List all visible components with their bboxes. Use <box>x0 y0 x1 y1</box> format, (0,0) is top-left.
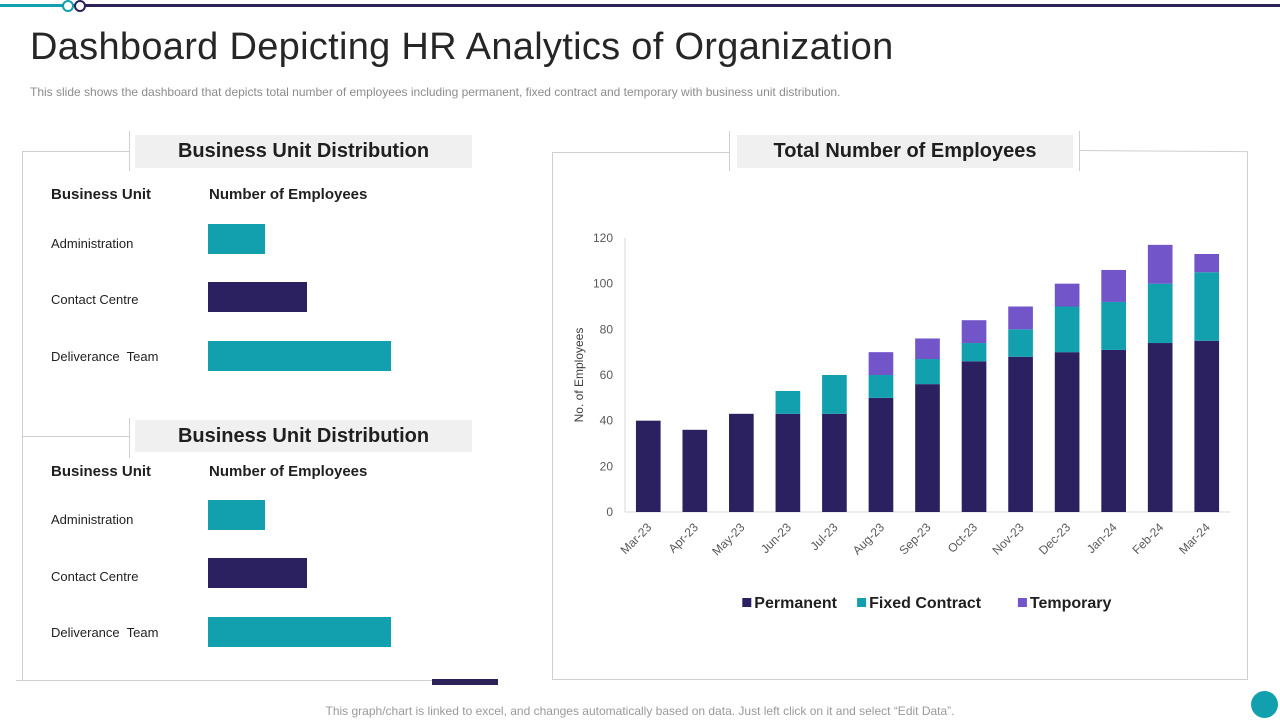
bar-segment <box>729 413 754 512</box>
legend-label: Temporary <box>1030 595 1112 612</box>
page-title: Dashboard Depicting HR Analytics of Orga… <box>30 26 894 68</box>
employees-chart: 0 20 40 60 80 100 120 No. of Employees Mar-23 Apr… <box>572 231 1230 612</box>
corner-dot <box>1251 691 1278 718</box>
column-header-count: Number of Employees <box>209 186 368 203</box>
bar-segment <box>1194 272 1220 341</box>
bar-segment <box>1194 340 1220 512</box>
bar-segment <box>1054 283 1080 307</box>
row-label: Administration <box>51 512 134 527</box>
bar-segment <box>1147 343 1173 512</box>
unit-bar <box>208 617 391 647</box>
unit-bar <box>208 282 307 312</box>
accent-bar <box>432 679 498 685</box>
panel-frame-line <box>129 418 130 458</box>
bar-segment <box>1008 329 1033 357</box>
bar-segment <box>1054 352 1080 512</box>
top-rule <box>0 4 1280 7</box>
x-tick-label: Jan-24 <box>1084 520 1120 556</box>
panel-frame-line <box>729 131 730 171</box>
panel-frame-line <box>552 679 1248 680</box>
x-tick-label: Dec-23 <box>1036 520 1073 557</box>
bar-segment <box>682 429 708 512</box>
bar-segment <box>961 320 987 344</box>
legend-swatch <box>1017 598 1027 607</box>
bar-segment <box>1147 283 1173 344</box>
unit-bar <box>208 224 265 254</box>
x-tick-label: Apr-23 <box>666 520 702 556</box>
bar-segment <box>1008 306 1033 330</box>
legend-swatch <box>742 598 752 607</box>
panel-frame-line <box>552 152 730 153</box>
y-tick-label: 100 <box>593 277 613 291</box>
panel-heading: Business Unit Distribution <box>135 420 472 452</box>
footer-note: This graph/chart is linked to excel, and… <box>325 704 955 718</box>
row-label: Administration <box>51 236 134 251</box>
top-rule-accent <box>0 4 62 7</box>
bar-segment <box>961 361 987 512</box>
panel-frame-line <box>22 151 130 152</box>
legend-swatch <box>857 598 867 607</box>
bar-segment <box>775 413 801 512</box>
column-header-count: Number of Employees <box>209 463 368 480</box>
x-tick-label: Nov-23 <box>989 520 1026 557</box>
panel-frame-line <box>16 680 498 681</box>
legend-label: Fixed Contract <box>869 595 982 612</box>
x-tick-label: Sep-23 <box>896 520 933 557</box>
unit-bar <box>208 500 265 530</box>
panel-frame-line <box>22 151 23 681</box>
y-tick-label: 40 <box>600 414 614 428</box>
unit-bar <box>208 558 307 588</box>
x-tick-label: Feb-24 <box>1130 520 1167 557</box>
row-label: Contact Centre <box>51 569 139 584</box>
chart-heading: Total Number of Employees <box>737 135 1073 168</box>
x-tick-label: Mar-23 <box>618 520 655 557</box>
bar-segment <box>635 420 661 512</box>
bar-segment <box>961 343 987 362</box>
bar-segment <box>1147 244 1173 284</box>
legend-label: Permanent <box>754 595 837 612</box>
x-tick-label: May-23 <box>709 520 747 558</box>
x-tick-label: Oct-23 <box>945 520 981 556</box>
y-axis-label: No. of Employees <box>572 328 586 423</box>
unit-bar <box>208 341 391 371</box>
bar-segment <box>1101 301 1126 350</box>
panel-frame-line <box>1247 152 1248 680</box>
y-tick-label: 60 <box>600 368 614 382</box>
panel-frame-line <box>129 131 130 171</box>
y-tick-label: 0 <box>606 505 613 519</box>
bar-segment <box>868 397 894 512</box>
panel-frame-line <box>1078 150 1248 153</box>
x-tick-label: Jun-23 <box>758 520 794 556</box>
column-header-unit: Business Unit <box>51 186 152 203</box>
y-tick-label: 20 <box>600 459 614 473</box>
panel-frame-line <box>552 152 553 680</box>
row-label: Contact Centre <box>51 292 139 307</box>
bar-segment <box>1054 306 1080 353</box>
panel-frame-line <box>22 436 130 437</box>
x-tick-label: Mar-24 <box>1176 520 1213 557</box>
bar-segment <box>1101 349 1126 512</box>
bar-segment <box>822 375 847 414</box>
bar-segment <box>822 413 847 512</box>
bar-segment <box>868 375 894 398</box>
bar-segment <box>915 384 940 512</box>
bar-segment <box>915 338 940 360</box>
bar-segment <box>775 390 801 414</box>
bar-segment <box>1194 253 1220 273</box>
row-label: Deliverance Team <box>51 625 159 640</box>
bar-segment <box>915 359 940 385</box>
x-tick-label: Aug-23 <box>850 520 887 557</box>
row-label: Deliverance Team <box>51 349 159 364</box>
x-tick-label: Jul-23 <box>808 520 841 553</box>
ring-icon <box>74 0 86 12</box>
page-subtitle: This slide shows the dashboard that depi… <box>30 85 841 99</box>
column-header-unit: Business Unit <box>51 463 152 480</box>
ring-icon <box>62 0 74 12</box>
panel-heading: Business Unit Distribution <box>135 135 472 168</box>
bar-segment <box>868 352 894 375</box>
bar-segment <box>1008 356 1033 512</box>
y-tick-label: 80 <box>600 322 614 336</box>
bar-segment <box>1101 269 1126 302</box>
y-tick-label: 120 <box>593 231 613 245</box>
